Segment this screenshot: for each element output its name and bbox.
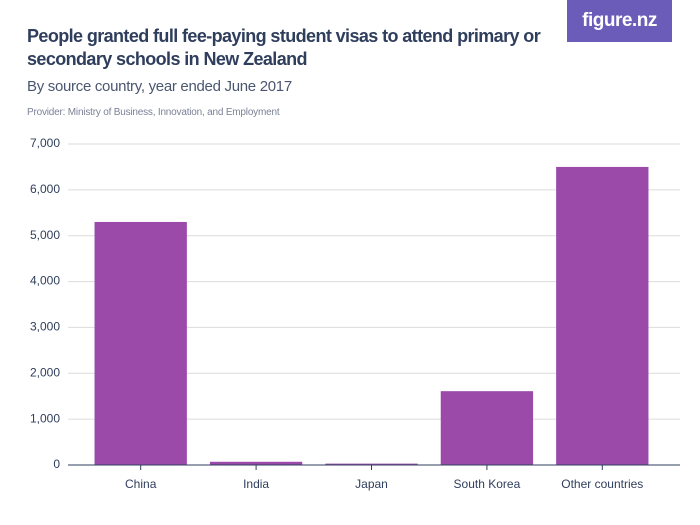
bar [325, 463, 418, 465]
bar [556, 166, 649, 465]
y-tick-label: 6,000 [30, 182, 60, 196]
chart-title: People granted full fee-paying student v… [27, 26, 541, 69]
bar [94, 221, 187, 465]
logo[interactable]: figure.nz [567, 0, 672, 42]
chart-subtitle: By source country, year ended June 2017 [27, 78, 292, 95]
provider-note: Provider: Ministry of Business, Innovati… [27, 107, 280, 118]
bar [440, 391, 534, 465]
x-tick-label: Japan [355, 477, 388, 491]
y-tick-label: 2,000 [30, 365, 60, 379]
y-tick-label: 4,000 [30, 274, 60, 288]
x-tick-label: India [243, 477, 269, 491]
y-tick-label: 5,000 [30, 228, 60, 242]
x-tick-label: Other countries [561, 477, 643, 491]
x-tick-label: South Korea [454, 477, 521, 491]
x-tick-label: China [125, 477, 157, 491]
y-tick-label: 1,000 [30, 411, 60, 425]
bar [209, 461, 303, 465]
y-tick-label: 3,000 [30, 320, 60, 334]
y-tick-label: 7,000 [30, 136, 60, 150]
y-tick-label: 0 [53, 457, 60, 471]
